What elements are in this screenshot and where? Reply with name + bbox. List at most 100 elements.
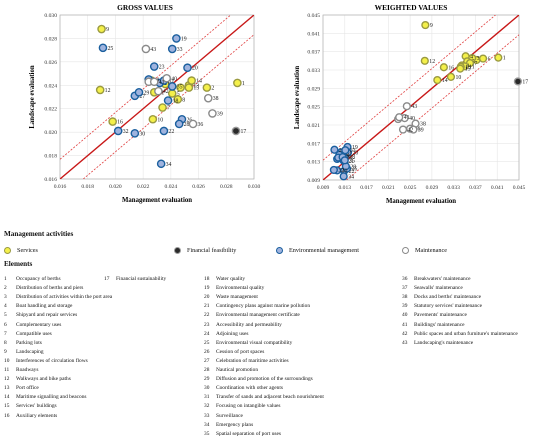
element-label: Environmental visual compatibility: [216, 339, 293, 346]
element-entry: 4 Boat handling and storage: [4, 303, 72, 309]
element-number: 11: [4, 367, 10, 373]
y-tick-label: 0.020: [44, 130, 57, 136]
point-label-33: 33: [350, 148, 356, 154]
point-label-28: 28: [184, 122, 190, 128]
upper-band-line: [323, 15, 497, 161]
element-entry: 11 Roadways: [4, 367, 38, 373]
y-tick-label: 0.009: [307, 178, 320, 184]
legend-label: Financial feasibility: [187, 247, 237, 254]
identity-line: [60, 15, 254, 179]
dark-circle-icon: [174, 247, 181, 254]
point-label-7: 7: [475, 61, 478, 67]
y-tick-label: 0.026: [44, 60, 57, 66]
white-circle-icon: [402, 247, 409, 254]
point-16: [439, 63, 448, 72]
blue-circle-icon: [276, 247, 283, 254]
element-label: Celebration of maritime activities: [216, 357, 289, 364]
point-19: [172, 34, 181, 43]
element-entry: 15 Services' buildings: [4, 403, 57, 409]
y-tick-label: 0.016: [44, 177, 57, 183]
y-axis-label: Landscape evaluation: [294, 66, 301, 129]
point-label-43: 43: [150, 47, 156, 53]
point-32: [329, 165, 338, 175]
element-entry: 36 Breakwaters' maintenance: [402, 276, 471, 282]
element-number: 43: [402, 339, 408, 346]
point-39: [208, 109, 217, 118]
y-tick-label: 0.029: [307, 86, 320, 92]
point-2: [202, 83, 212, 92]
element-number: 10: [4, 357, 10, 364]
element-entry: 29 Diffusion and promotion of the surroun…: [204, 376, 313, 382]
point-20: [183, 63, 192, 73]
x-tick-label: 0.041: [491, 185, 504, 191]
point-label-34: 34: [166, 162, 172, 168]
point-28: [174, 119, 184, 129]
element-entry: 43 Landscaping's maintenance: [402, 340, 473, 346]
point-14: [187, 76, 196, 85]
element-entry: 16 Auxiliary elements: [4, 413, 57, 419]
x-tick-label: 0.029: [426, 185, 439, 191]
x-tick-label: 0.033: [447, 185, 460, 191]
element-entry: 39 Statutory services' maintenance: [402, 303, 482, 309]
element-entry: 38 Docks and berths' maintenance: [402, 294, 481, 300]
legend-item-maintenance: Maintenance: [402, 247, 447, 254]
element-entry: 27 Celebration of maritime activities: [204, 358, 289, 364]
point-label-1: 1: [503, 56, 506, 62]
point-12: [420, 56, 429, 65]
point-label-33: 33: [177, 47, 183, 53]
element-number: 38: [402, 294, 408, 301]
point-35: [340, 156, 349, 165]
y-tick-label: 0.030: [44, 13, 57, 19]
element-label: Maritime signalling and beacons: [16, 394, 87, 401]
element-number: 13: [4, 385, 10, 392]
element-entry: 17 Financial sustainability: [104, 276, 166, 282]
y-tick-label: 0.045: [307, 13, 320, 19]
point-7: [158, 103, 167, 112]
point-label-18: 18: [349, 155, 355, 161]
x-tick-label: 0.045: [513, 185, 526, 191]
element-label: Nautical promotion: [216, 367, 259, 373]
point-label-20: 20: [353, 151, 359, 157]
point-label-30: 30: [342, 168, 348, 174]
point-label-39: 39: [418, 128, 424, 134]
y-tick-label: 0.037: [307, 50, 320, 56]
element-label: Buildings' maintenance: [414, 321, 465, 328]
point-label-22: 22: [349, 169, 355, 175]
element-number: 30: [204, 385, 210, 392]
element-entry: 41 Buildings' maintenance: [402, 322, 465, 328]
element-label: Public spaces and urban furniture's main…: [414, 330, 518, 337]
y-tick-label: 0.022: [44, 107, 57, 113]
point-43: [141, 44, 151, 54]
elements-heading: Elements: [4, 260, 33, 268]
element-number: 15: [4, 403, 10, 410]
point-16: [108, 117, 117, 126]
point-25: [330, 145, 339, 154]
element-entry: 3 Distribution of activities within the p…: [4, 294, 112, 300]
chart-title: GROSS VALUES: [117, 3, 173, 12]
element-label: Occupancy of berths: [16, 276, 61, 282]
upper-band-line: [60, 15, 232, 160]
element-label: Docks and berths' maintenance: [414, 294, 481, 301]
point-label-14: 14: [442, 78, 448, 84]
point-43: [402, 102, 411, 111]
plot-frame: [322, 14, 520, 181]
element-entry: 12 Walkways and bike paths: [4, 376, 71, 382]
y-tick-label: 0.025: [307, 105, 320, 111]
chart-1: 0.016 0.018 0.020 0.022 0.024 0.026 0.028 0.030…: [29, 3, 260, 204]
element-entry: 23 Accessibility and permeability: [204, 322, 282, 328]
element-entry: 35 Spatial separation of port uses: [204, 431, 281, 437]
element-number: 23: [204, 321, 210, 328]
element-entry: 5 Shipyard and repair services: [4, 312, 77, 318]
element-label: Surveillance: [216, 412, 243, 419]
point-label-8: 8: [182, 97, 185, 103]
element-label: Boat handling and storage: [16, 303, 73, 310]
element-label: Breakwaters' maintenance: [414, 276, 471, 282]
element-label: Focusing on intangible values: [216, 403, 281, 410]
reference-lines: [323, 15, 519, 180]
point-15: [456, 64, 465, 73]
point-label-32: 32: [123, 129, 129, 135]
point-label-19: 19: [181, 36, 187, 42]
element-entry: 32 Focusing on intangible values: [204, 403, 281, 409]
point-17: [231, 126, 241, 136]
point-33: [341, 146, 350, 155]
